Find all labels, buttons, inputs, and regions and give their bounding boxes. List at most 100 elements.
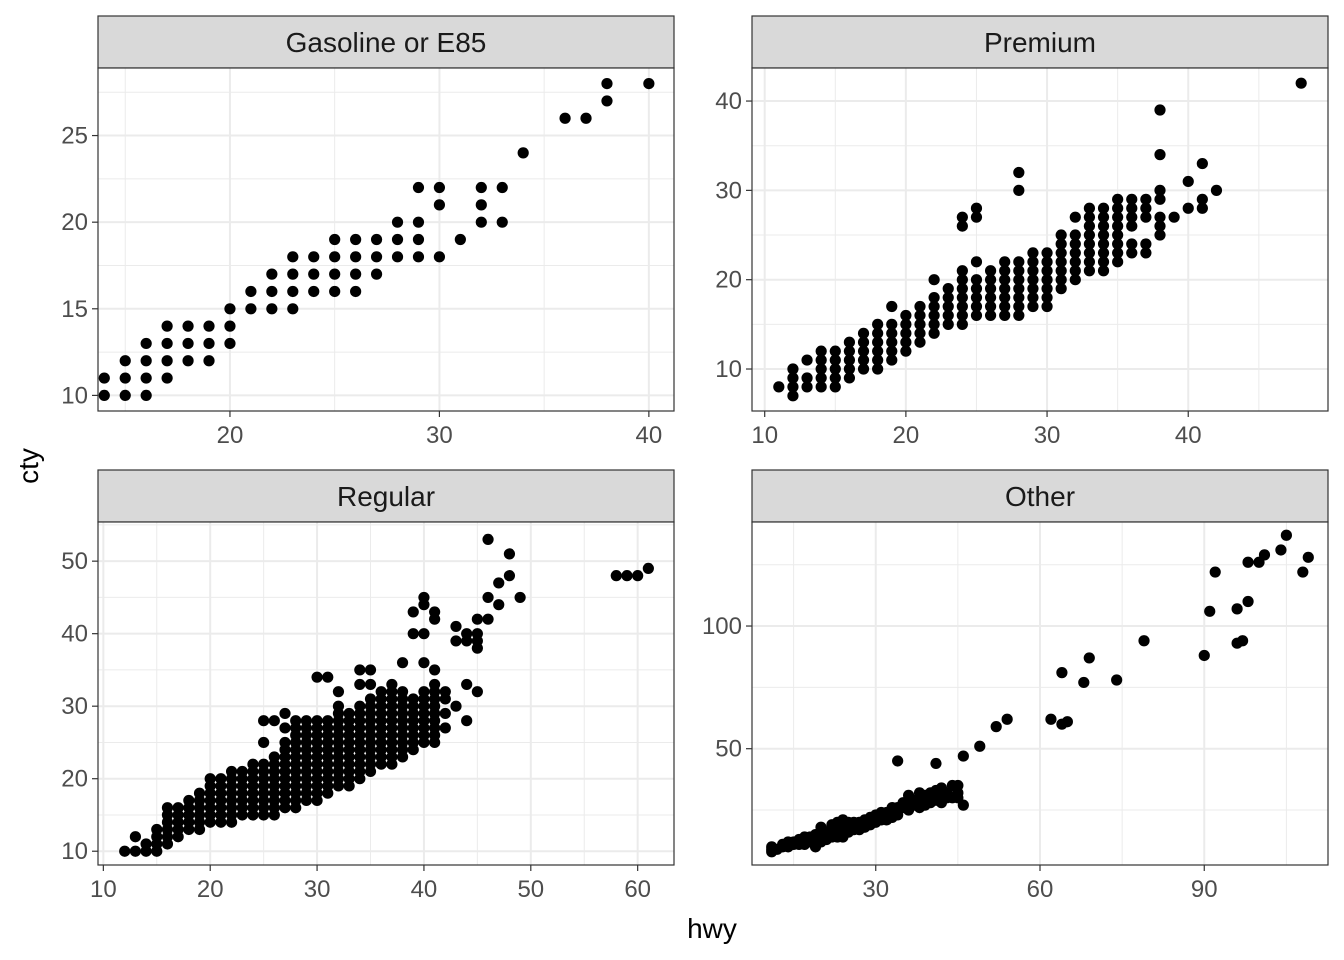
data-point	[332, 700, 345, 712]
data-point	[433, 199, 446, 211]
data-point	[493, 599, 505, 611]
data-point	[990, 721, 1002, 733]
data-point	[1027, 247, 1039, 259]
data-point	[287, 303, 299, 315]
data-point	[471, 613, 483, 625]
data-point	[928, 291, 940, 304]
data-point	[970, 309, 983, 322]
data-point	[1027, 256, 1039, 268]
data-point	[514, 591, 526, 604]
data-point	[370, 251, 383, 263]
facet-panel-2: Premium 10 20 30 40 10 20 30 40	[715, 15, 1329, 449]
data-point	[129, 845, 142, 857]
data-point	[407, 628, 419, 640]
data-point	[1112, 238, 1124, 250]
data-point	[900, 336, 912, 348]
data-point	[161, 337, 173, 350]
data-point	[418, 591, 430, 604]
data-point	[1078, 676, 1090, 689]
data-point	[1055, 274, 1067, 286]
data-point	[886, 318, 898, 330]
facet-panels: Gasoline or E85 20 30 40 10 15 20 25 Premium 10 20…	[61, 15, 1329, 903]
data-point	[1198, 649, 1210, 662]
data-point	[999, 309, 1011, 322]
data-point	[1097, 202, 1110, 214]
facet-title: Regular	[337, 481, 435, 512]
data-point	[439, 686, 451, 698]
facet-panel-3: Regular 10 20 30 40 50 60 10 20 30 40 50	[61, 469, 675, 903]
data-point	[999, 283, 1011, 295]
data-point	[287, 251, 299, 263]
y-axis-title: cty	[13, 448, 44, 484]
data-point	[956, 300, 968, 313]
data-point	[1231, 603, 1243, 615]
data-point	[1297, 566, 1309, 578]
data-point	[98, 389, 110, 402]
data-point	[1126, 211, 1138, 223]
data-point	[475, 199, 487, 211]
data-point	[1041, 247, 1053, 259]
x-tick-label: 50	[517, 876, 544, 903]
data-point	[245, 285, 257, 298]
data-point	[287, 268, 299, 280]
data-point	[1069, 274, 1081, 286]
data-point	[225, 765, 238, 778]
data-point	[942, 318, 954, 330]
data-point	[1112, 193, 1124, 205]
data-point	[1236, 635, 1249, 647]
data-point	[1083, 229, 1096, 241]
data-point	[1056, 667, 1068, 679]
data-point	[461, 678, 473, 691]
data-point	[900, 345, 912, 357]
data-point	[956, 291, 968, 304]
data-point	[787, 372, 799, 384]
data-point	[1140, 193, 1152, 205]
data-point	[1182, 202, 1194, 214]
data-point	[332, 686, 345, 698]
data-point	[193, 787, 206, 799]
data-point	[601, 95, 613, 107]
facet-title: Other	[1005, 481, 1075, 512]
data-point	[956, 265, 968, 277]
data-point	[370, 233, 383, 246]
data-point	[914, 300, 926, 313]
data-point	[119, 355, 131, 367]
data-point	[872, 327, 884, 339]
data-point	[1027, 291, 1039, 304]
data-point	[815, 345, 827, 357]
data-point	[1027, 265, 1039, 277]
data-point	[1302, 551, 1314, 563]
data-point	[396, 657, 409, 669]
data-point	[787, 381, 799, 393]
data-point	[161, 802, 174, 814]
data-point	[308, 285, 320, 298]
data-point	[956, 283, 968, 295]
x-tick-label: 20	[893, 422, 920, 449]
data-point	[1041, 291, 1053, 304]
data-point	[151, 823, 163, 836]
data-point	[129, 831, 142, 843]
data-point	[843, 363, 856, 375]
data-point	[801, 354, 813, 366]
data-point	[815, 372, 827, 384]
data-point	[1111, 674, 1123, 686]
data-point	[642, 562, 654, 575]
data-point	[999, 291, 1011, 304]
data-point	[1083, 238, 1096, 250]
data-point	[914, 318, 926, 330]
data-point	[928, 327, 940, 339]
data-point	[429, 664, 441, 676]
x-tick-label: 60	[1027, 876, 1054, 903]
y-tick-label: 20	[61, 766, 88, 793]
data-point	[872, 345, 884, 357]
data-point	[1097, 229, 1110, 241]
data-point	[1275, 544, 1287, 556]
data-point	[364, 664, 377, 676]
data-point	[1001, 713, 1013, 725]
data-point	[886, 327, 898, 339]
facet-strip	[751, 469, 1329, 523]
data-point	[872, 354, 884, 366]
data-point	[245, 303, 257, 315]
data-point	[172, 802, 184, 814]
